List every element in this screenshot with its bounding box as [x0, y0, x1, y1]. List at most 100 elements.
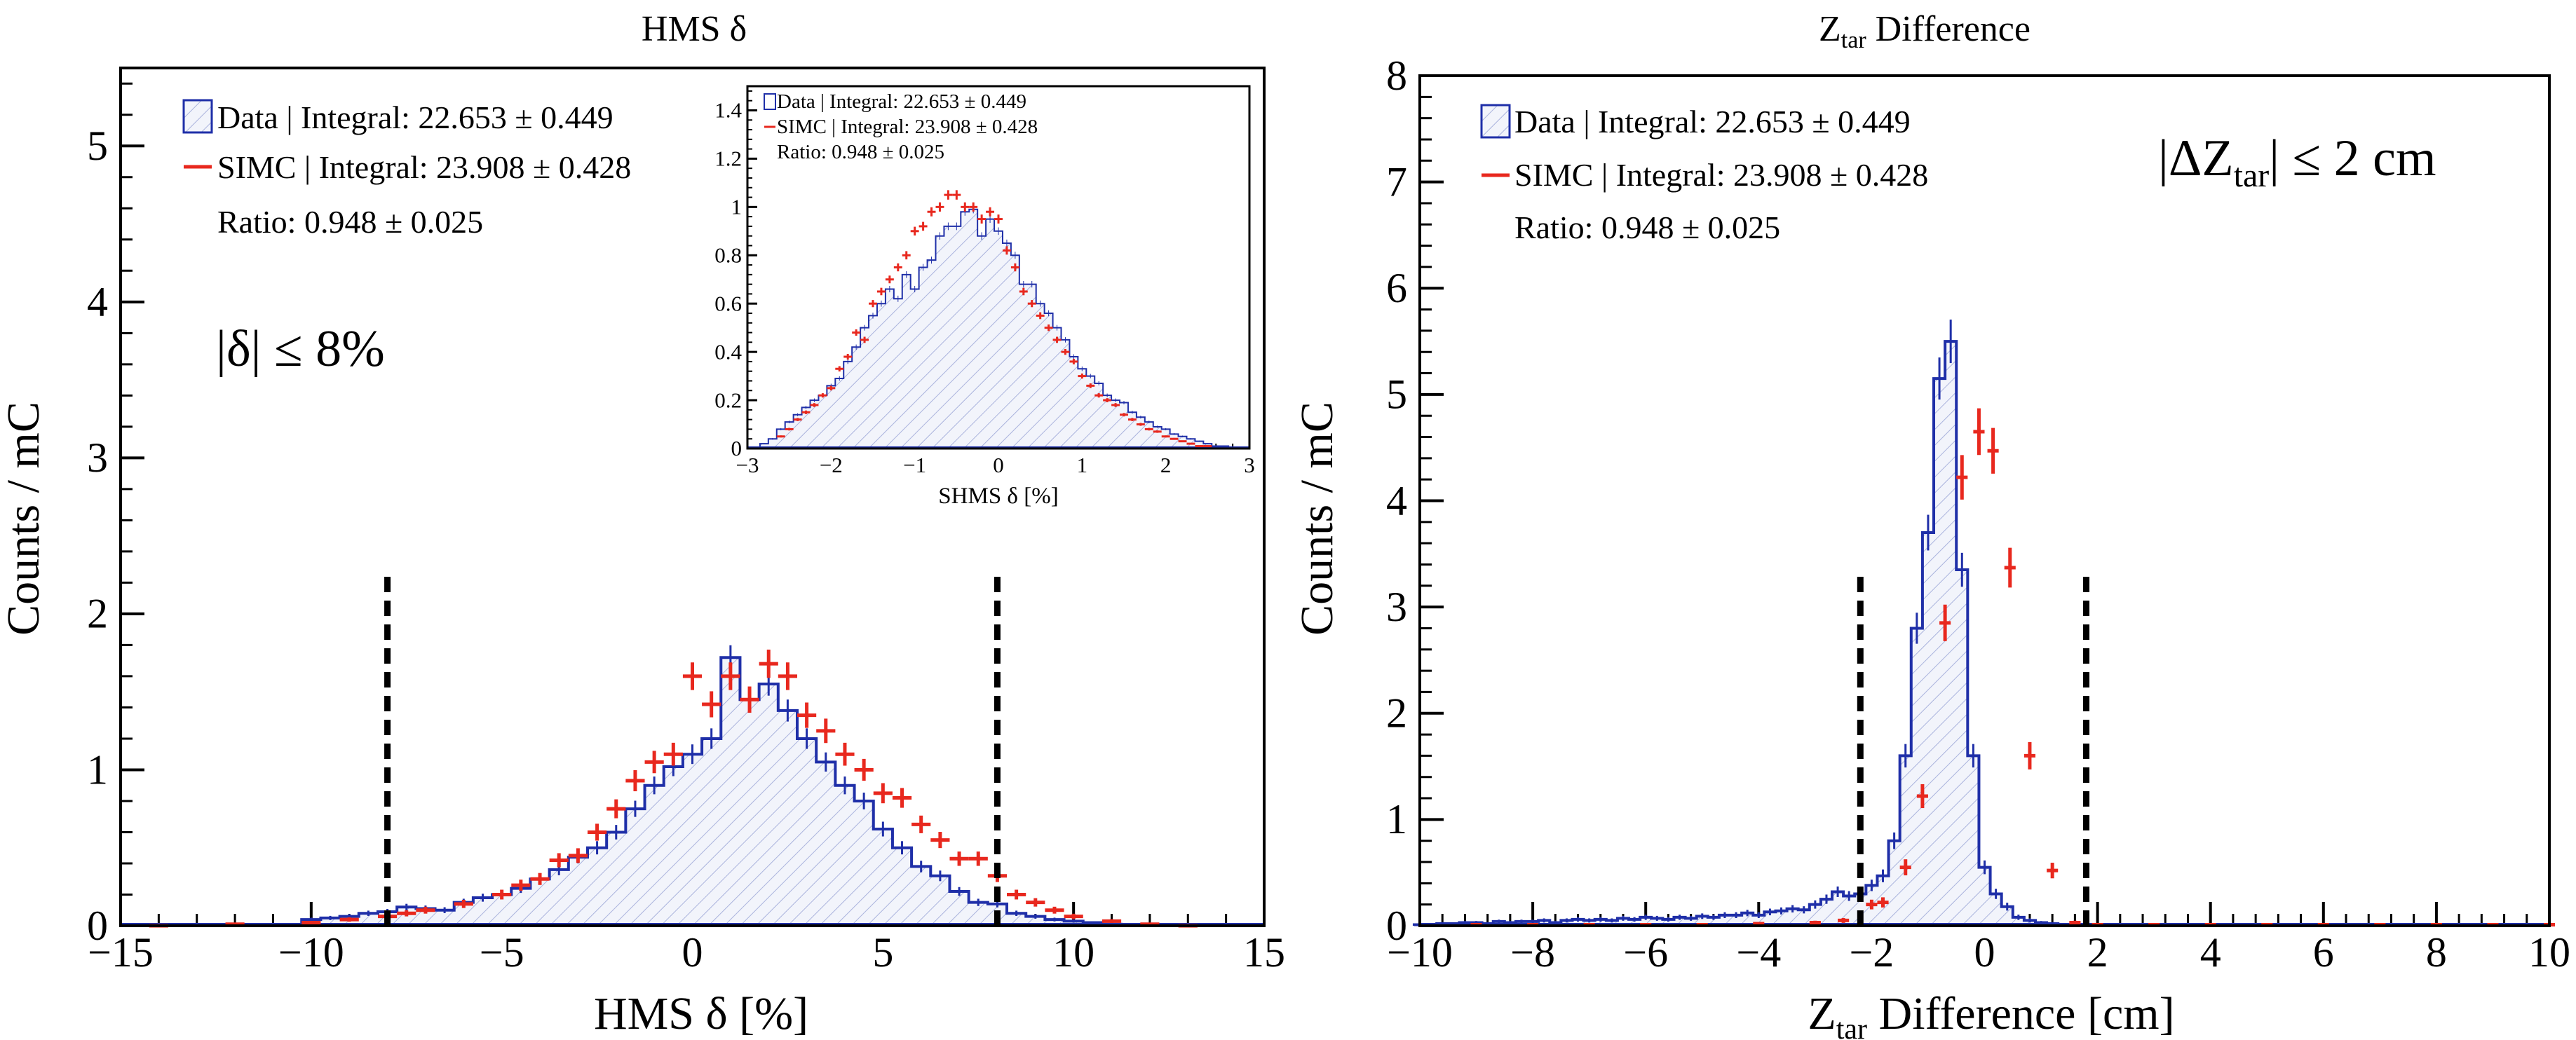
- left-legend: Data | Integral: 22.653 ± 0.449 SIMC | I…: [182, 99, 631, 240]
- x-tick-label: 3: [1244, 453, 1255, 477]
- simc-point: [801, 410, 811, 414]
- simc-point: [1866, 899, 1878, 910]
- right-xlabel-main: Z: [1808, 988, 1836, 1039]
- simc-point: [1086, 383, 1095, 388]
- y-tick-label: 0.4: [714, 339, 742, 364]
- simc-point: [644, 751, 664, 774]
- simc-point: [873, 783, 893, 804]
- left-x-axis-label: HMS δ [%]: [594, 988, 808, 1039]
- simc-point: [793, 418, 802, 421]
- legend-ratio-label: Ratio: 0.948 ± 0.025: [1514, 210, 1780, 245]
- simc-point: [860, 336, 869, 343]
- left-chart-title: HMS δ: [642, 9, 747, 49]
- simc-point: [961, 202, 970, 212]
- simc-point: [1178, 440, 1187, 443]
- y-tick-label: 1: [87, 746, 108, 793]
- right-title-main: Z: [1819, 9, 1841, 49]
- x-tick-label: −10: [278, 929, 344, 976]
- x-tick-label: 0: [1974, 929, 1995, 976]
- left-cut-annotation: |δ| ≤ 8%: [216, 320, 385, 378]
- simc-point: [1186, 442, 1195, 445]
- simc-point: [2004, 547, 2016, 588]
- annotation-rest: | ≤ 2 cm: [2269, 130, 2436, 187]
- ztar-difference-panel: Ztar Difference Counts / mC Ztar Differe…: [1292, 9, 2570, 1040]
- left-cut-lines: [384, 575, 1001, 926]
- simc-point: [835, 742, 855, 766]
- simc-point: [876, 287, 886, 296]
- simc-point: [1127, 418, 1137, 421]
- simc-point: [1170, 437, 1179, 440]
- simc-point: [740, 686, 759, 713]
- simc-point: [1809, 920, 1821, 925]
- legend-data-swatch: [182, 99, 213, 134]
- right-title-sub: tar: [1841, 27, 1867, 53]
- x-tick-label: −3: [736, 453, 759, 477]
- simc-point: [911, 815, 931, 833]
- right-xlabel-sub: tar: [1836, 1013, 1867, 1040]
- simc-point: [1036, 312, 1045, 320]
- hms-delta-panel: HMS δ Counts / mC HMS δ [%] −15 −10 −5 0 5 10…: [0, 9, 1285, 1039]
- simc-point: [2023, 741, 2035, 769]
- y-tick-label: 8: [1386, 53, 1407, 99]
- simc-point: [721, 662, 740, 690]
- simc-point: [892, 788, 912, 808]
- x-tick-label: 6: [2313, 929, 2334, 976]
- simc-point: [1838, 917, 1850, 923]
- simc-point: [797, 702, 817, 728]
- right-data-histogram: [1412, 320, 2549, 926]
- right-legend: Data | Integral: 22.653 ± 0.449 SIMC | I…: [1480, 104, 1928, 245]
- simc-point: [1144, 427, 1153, 431]
- simc-point: [930, 832, 950, 849]
- x-tick-label: 10: [1052, 929, 1094, 976]
- simc-point: [968, 851, 988, 866]
- left-simc-points: [149, 649, 1198, 928]
- inset-legend-data-swatch: [764, 93, 776, 110]
- y-tick-label: 3: [1386, 584, 1407, 630]
- simc-point: [1052, 336, 1062, 343]
- x-tick-label: −1: [903, 453, 926, 477]
- simc-point: [778, 662, 798, 690]
- simc-point: [1956, 455, 1968, 500]
- simc-point: [1078, 373, 1087, 379]
- right-x-axis-label: Ztar Difference [cm]: [1808, 988, 2174, 1040]
- simc-point: [1061, 348, 1070, 355]
- simc-point: [843, 353, 853, 360]
- simc-point: [1899, 859, 1911, 876]
- y-tick-label: 5: [1386, 371, 1407, 418]
- simc-point: [568, 848, 588, 863]
- data-histogram-outline: [1412, 340, 2105, 926]
- x-tick-label: −2: [1849, 929, 1894, 976]
- inset-legend-simc-label: SIMC | Integral: 23.908 ± 0.428: [777, 116, 1038, 138]
- data-histogram-fill: [1414, 341, 2103, 926]
- simc-point: [818, 393, 827, 398]
- y-tick-label: 0.6: [714, 291, 742, 315]
- y-tick-label: 1: [731, 195, 743, 219]
- simc-point: [1987, 427, 1999, 474]
- simc-point: [1002, 246, 1011, 255]
- y-tick-label: 6: [1386, 265, 1407, 311]
- simc-point: [986, 207, 995, 217]
- x-tick-label: −10: [1387, 929, 1453, 976]
- legend-simc-label: SIMC | Integral: 23.908 ± 0.428: [1514, 157, 1928, 193]
- x-tick-label: −15: [88, 929, 154, 976]
- simc-point: [1153, 430, 1162, 433]
- inset-plot-frame: [746, 85, 1251, 450]
- simc-point: [776, 435, 785, 438]
- simc-point: [625, 770, 645, 792]
- y-tick-label: 0: [87, 903, 108, 949]
- simc-point: [1026, 898, 1045, 907]
- shms-delta-inset: −3 −2 −1 0 1 2 3 0 0.2 0.4 0.6 0.8 1 1.2 1.4 Data | In…: [714, 83, 1255, 509]
- simc-point: [816, 718, 836, 744]
- simc-point: [1027, 300, 1036, 308]
- x-tick-label: −4: [1736, 929, 1781, 976]
- simc-point: [852, 329, 861, 336]
- x-tick-label: 2: [2087, 929, 2108, 976]
- simc-point: [918, 221, 928, 231]
- legend-data-swatch: [1480, 104, 1511, 139]
- legend-data-label: Data | Integral: 22.653 ± 0.449: [1514, 104, 1911, 139]
- annotation-main: |ΔZ: [2158, 130, 2234, 187]
- simc-point: [854, 758, 874, 781]
- simc-point: [454, 900, 473, 908]
- simc-point: [606, 799, 626, 819]
- simc-point: [1019, 287, 1028, 296]
